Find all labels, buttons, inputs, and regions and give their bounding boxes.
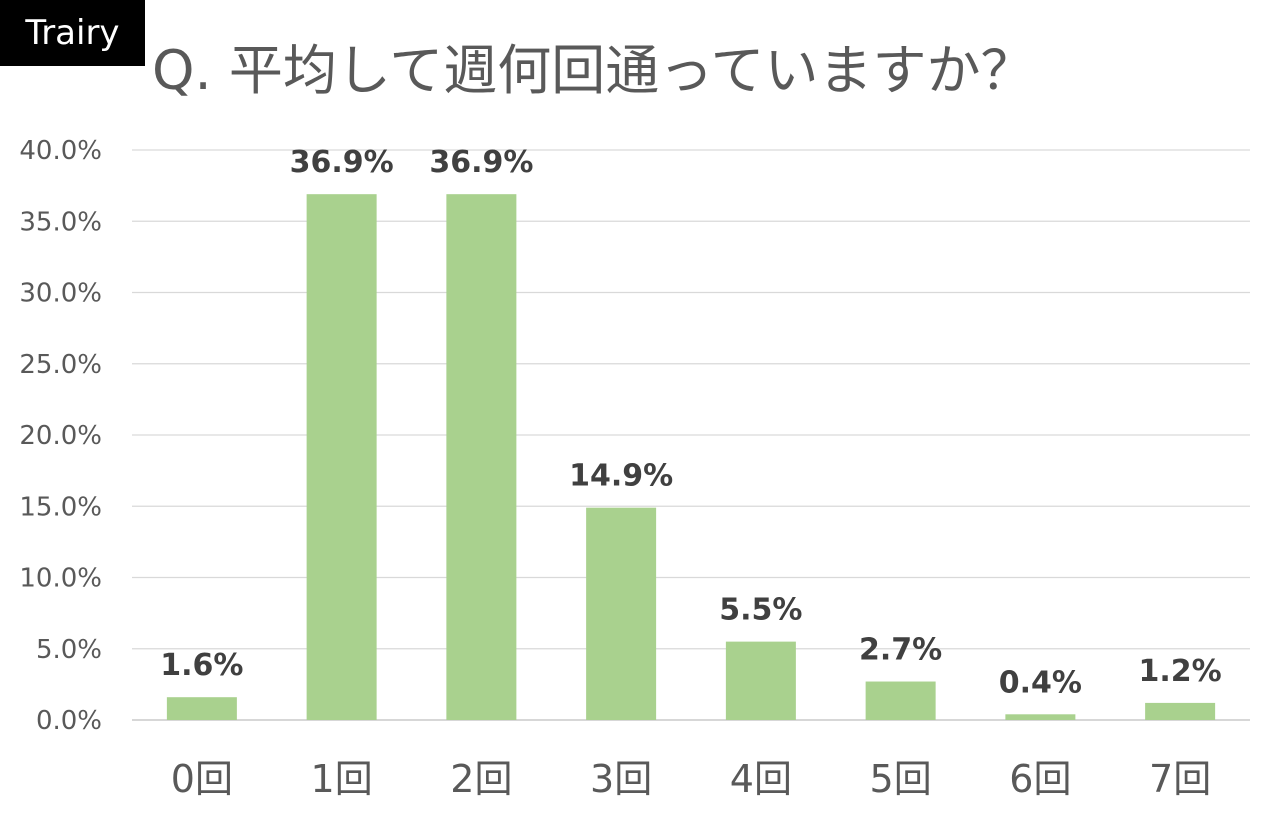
y-tick-label: 40.0% xyxy=(19,136,102,166)
y-tick-label: 5.0% xyxy=(36,635,102,665)
x-tick-label: 7回 xyxy=(1149,757,1211,801)
y-tick-label: 35.0% xyxy=(19,207,102,237)
bar xyxy=(306,194,377,721)
y-tick-label: 25.0% xyxy=(19,350,102,380)
bar xyxy=(446,194,517,721)
brand-logo: Trairy xyxy=(0,0,145,66)
bar xyxy=(865,681,936,720)
x-tick-label: 4回 xyxy=(730,757,792,801)
y-tick-label: 20.0% xyxy=(19,421,102,451)
data-label: 14.9% xyxy=(569,459,673,494)
data-label: 2.7% xyxy=(859,633,942,668)
gridlines xyxy=(132,149,1250,721)
y-tick-label: 30.0% xyxy=(19,279,102,309)
y-tick-label: 15.0% xyxy=(19,492,102,522)
x-tick-label: 0回 xyxy=(171,757,233,801)
y-tick-label: 10.0% xyxy=(19,564,102,594)
bar xyxy=(1145,702,1216,720)
bars xyxy=(166,194,1216,721)
data-label: 36.9% xyxy=(429,145,533,180)
data-label: 36.9% xyxy=(290,145,394,180)
y-tick-label: 0.0% xyxy=(36,706,102,736)
x-tick-label: 2回 xyxy=(450,757,512,801)
data-label: 1.2% xyxy=(1139,654,1222,689)
bar xyxy=(166,697,237,720)
x-tick-label: 5回 xyxy=(870,757,932,801)
data-labels: 1.6% 36.9% 36.9% 14.9% 5.5% 2.7% 0.4% 1.2% xyxy=(160,145,1221,700)
x-tick-label: 6回 xyxy=(1009,757,1071,801)
bar xyxy=(586,507,657,720)
y-axis: 0.0% 5.0% 10.0% 15.0% 20.0% 25.0% 30.0% 35.0% 40… xyxy=(19,136,102,736)
x-tick-label: 3回 xyxy=(590,757,652,801)
x-tick-label: 1回 xyxy=(311,757,373,801)
chart-title: Q. 平均して週何回通っていますか？ xyxy=(152,39,1035,102)
bar xyxy=(1005,714,1076,720)
data-label: 1.6% xyxy=(160,648,243,683)
data-label: 0.4% xyxy=(999,665,1082,700)
x-axis: 0回 1回 2回 3回 4回 5回 6回 7回 xyxy=(171,757,1211,801)
bar xyxy=(725,641,796,720)
data-label: 5.5% xyxy=(719,593,802,628)
